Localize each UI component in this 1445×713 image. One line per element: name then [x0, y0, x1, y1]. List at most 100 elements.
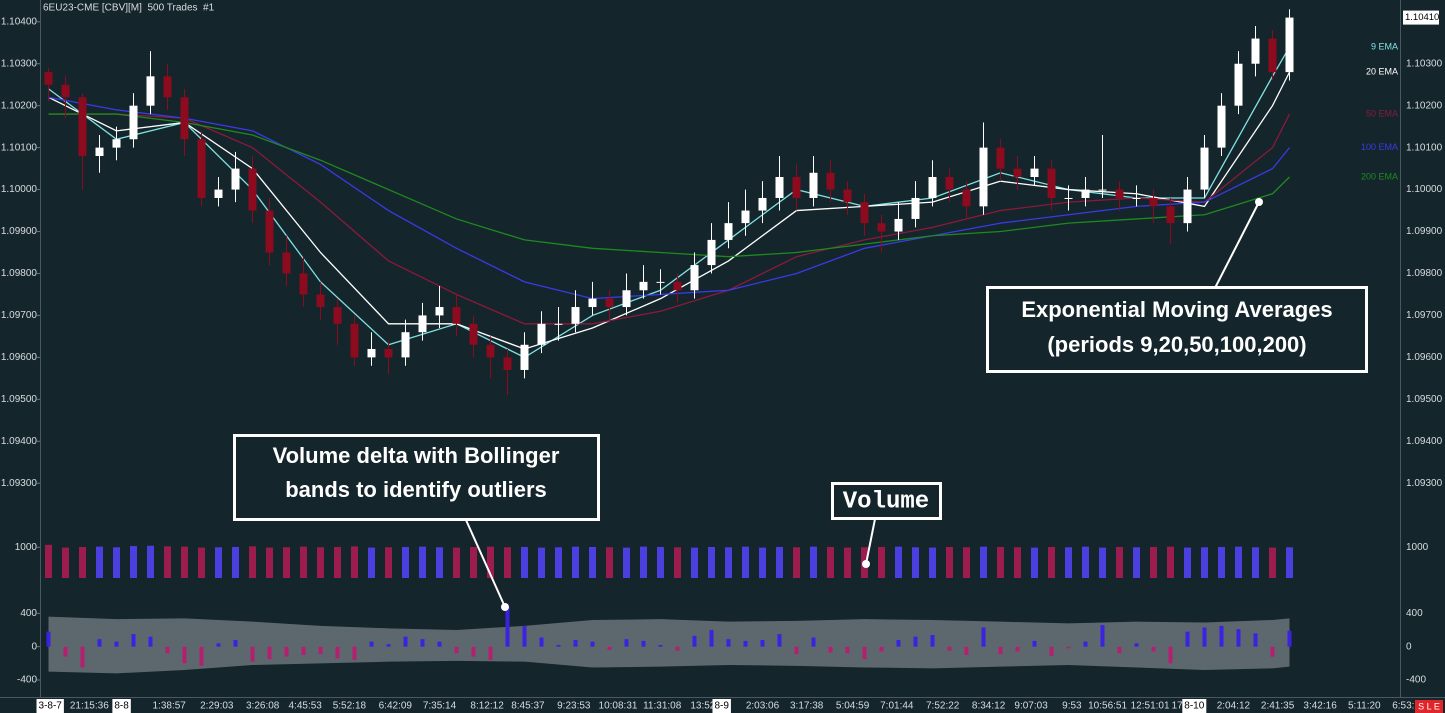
bar — [810, 546, 817, 578]
y-tick-label: 1000 — [15, 542, 38, 553]
x-tick-label: 9:07:03 — [1014, 701, 1048, 712]
bar — [131, 634, 136, 647]
bar — [504, 547, 511, 578]
y-tick-label: 400 — [20, 608, 37, 619]
y-tick-label: 1.09900 — [1, 226, 38, 237]
candle-body — [1064, 197, 1073, 199]
bar — [624, 639, 629, 647]
bar — [522, 625, 527, 647]
y-tick-label: -400 — [17, 675, 37, 686]
bar — [1270, 646, 1275, 657]
bar — [454, 646, 459, 654]
candle-body — [707, 239, 716, 266]
annotation-box — [831, 482, 942, 520]
bar — [471, 646, 476, 657]
bar — [1218, 546, 1225, 578]
candle-body — [826, 172, 835, 190]
candle-body — [639, 281, 648, 291]
date-tick: 8-10 — [1182, 699, 1207, 713]
y-tick-label-right: 1.09600 — [1406, 352, 1443, 363]
bar — [1167, 546, 1174, 578]
bar — [521, 546, 528, 578]
y-tick-label-right: 400 — [1406, 608, 1423, 619]
candle-body — [435, 307, 444, 316]
y-tick-label: 1.10300 — [1, 58, 38, 69]
candle-body — [316, 294, 325, 308]
y-tick-label-right: -400 — [1406, 675, 1426, 686]
bar — [1100, 625, 1105, 647]
candle-body — [979, 147, 988, 207]
bar — [539, 637, 544, 647]
bar — [148, 636, 153, 647]
y-tick-label-right: 1.09800 — [1406, 268, 1443, 279]
bar — [1014, 547, 1021, 578]
y-tick-label-right: 0 — [1406, 641, 1412, 652]
y-tick-label: 1.09600 — [1, 352, 38, 363]
y-tick-label-right: 1.09700 — [1406, 310, 1443, 321]
candle-body — [1132, 197, 1141, 199]
bar — [79, 546, 86, 578]
candle-body — [44, 72, 53, 85]
bar — [623, 547, 630, 578]
x-tick-label: 10:56:51 — [1088, 701, 1127, 712]
bar — [369, 641, 374, 647]
candle-body — [350, 323, 359, 358]
x-tick-label: 12:51:01 — [1131, 701, 1170, 712]
legend-label: 9 EMA — [1371, 41, 1398, 51]
date-tick: 3-8-7 — [36, 699, 64, 713]
bar — [1184, 547, 1191, 578]
legend-label: 200 EMA — [1361, 171, 1398, 181]
x-tick-label: 9:23:53 — [557, 701, 591, 712]
x-tick-label: 7:01:44 — [880, 701, 914, 712]
bar — [1082, 546, 1089, 578]
bar — [1286, 547, 1293, 578]
candle-body — [1149, 197, 1158, 207]
date-tick-label: 3-8-7 — [39, 701, 63, 712]
bar — [1168, 646, 1173, 664]
bar — [1031, 547, 1038, 578]
bar — [368, 547, 375, 578]
candle-body — [928, 176, 937, 198]
y-tick-label: 1.10200 — [1, 100, 38, 111]
bar — [912, 547, 919, 578]
bar — [1235, 546, 1242, 578]
bar — [743, 640, 748, 647]
bar — [777, 634, 782, 647]
bar — [1117, 646, 1122, 654]
bar — [403, 636, 408, 647]
callout-line — [865, 518, 876, 565]
bar — [199, 646, 204, 666]
date-tick-box — [712, 699, 731, 713]
candle-body — [996, 147, 1005, 169]
y-tick-label-right: 1.10200 — [1406, 100, 1443, 111]
y-tick-label-right: 1.09500 — [1406, 394, 1443, 405]
bar — [419, 546, 426, 578]
candle-body — [146, 76, 155, 106]
bar — [657, 546, 664, 578]
candle-body — [622, 290, 631, 308]
bar — [215, 547, 222, 578]
candle-body — [1183, 189, 1192, 224]
bar — [130, 546, 137, 578]
bar — [589, 546, 596, 578]
bar — [606, 547, 613, 578]
bar — [726, 639, 731, 647]
bar — [284, 646, 289, 657]
bar — [1116, 546, 1123, 578]
bar — [113, 547, 120, 578]
y-tick-label-right: 1000 — [1406, 542, 1429, 553]
candle-body — [1098, 189, 1107, 191]
bar — [793, 547, 800, 578]
annotation-delta: Volume delta with Bollinger bands to ide… — [233, 434, 600, 611]
x-tick-label: 21:15:36 — [70, 701, 109, 712]
bar — [300, 546, 307, 578]
bar — [233, 640, 238, 647]
candle-body — [690, 265, 699, 291]
callout-line — [465, 519, 506, 608]
candle-body — [1217, 105, 1226, 148]
annotation-text: (periods 9,20,50,100,200) — [1047, 332, 1306, 357]
y-tick-label: 0 — [31, 641, 37, 652]
annotation-ema: Exponential Moving Averages (periods 9,2… — [986, 198, 1368, 373]
